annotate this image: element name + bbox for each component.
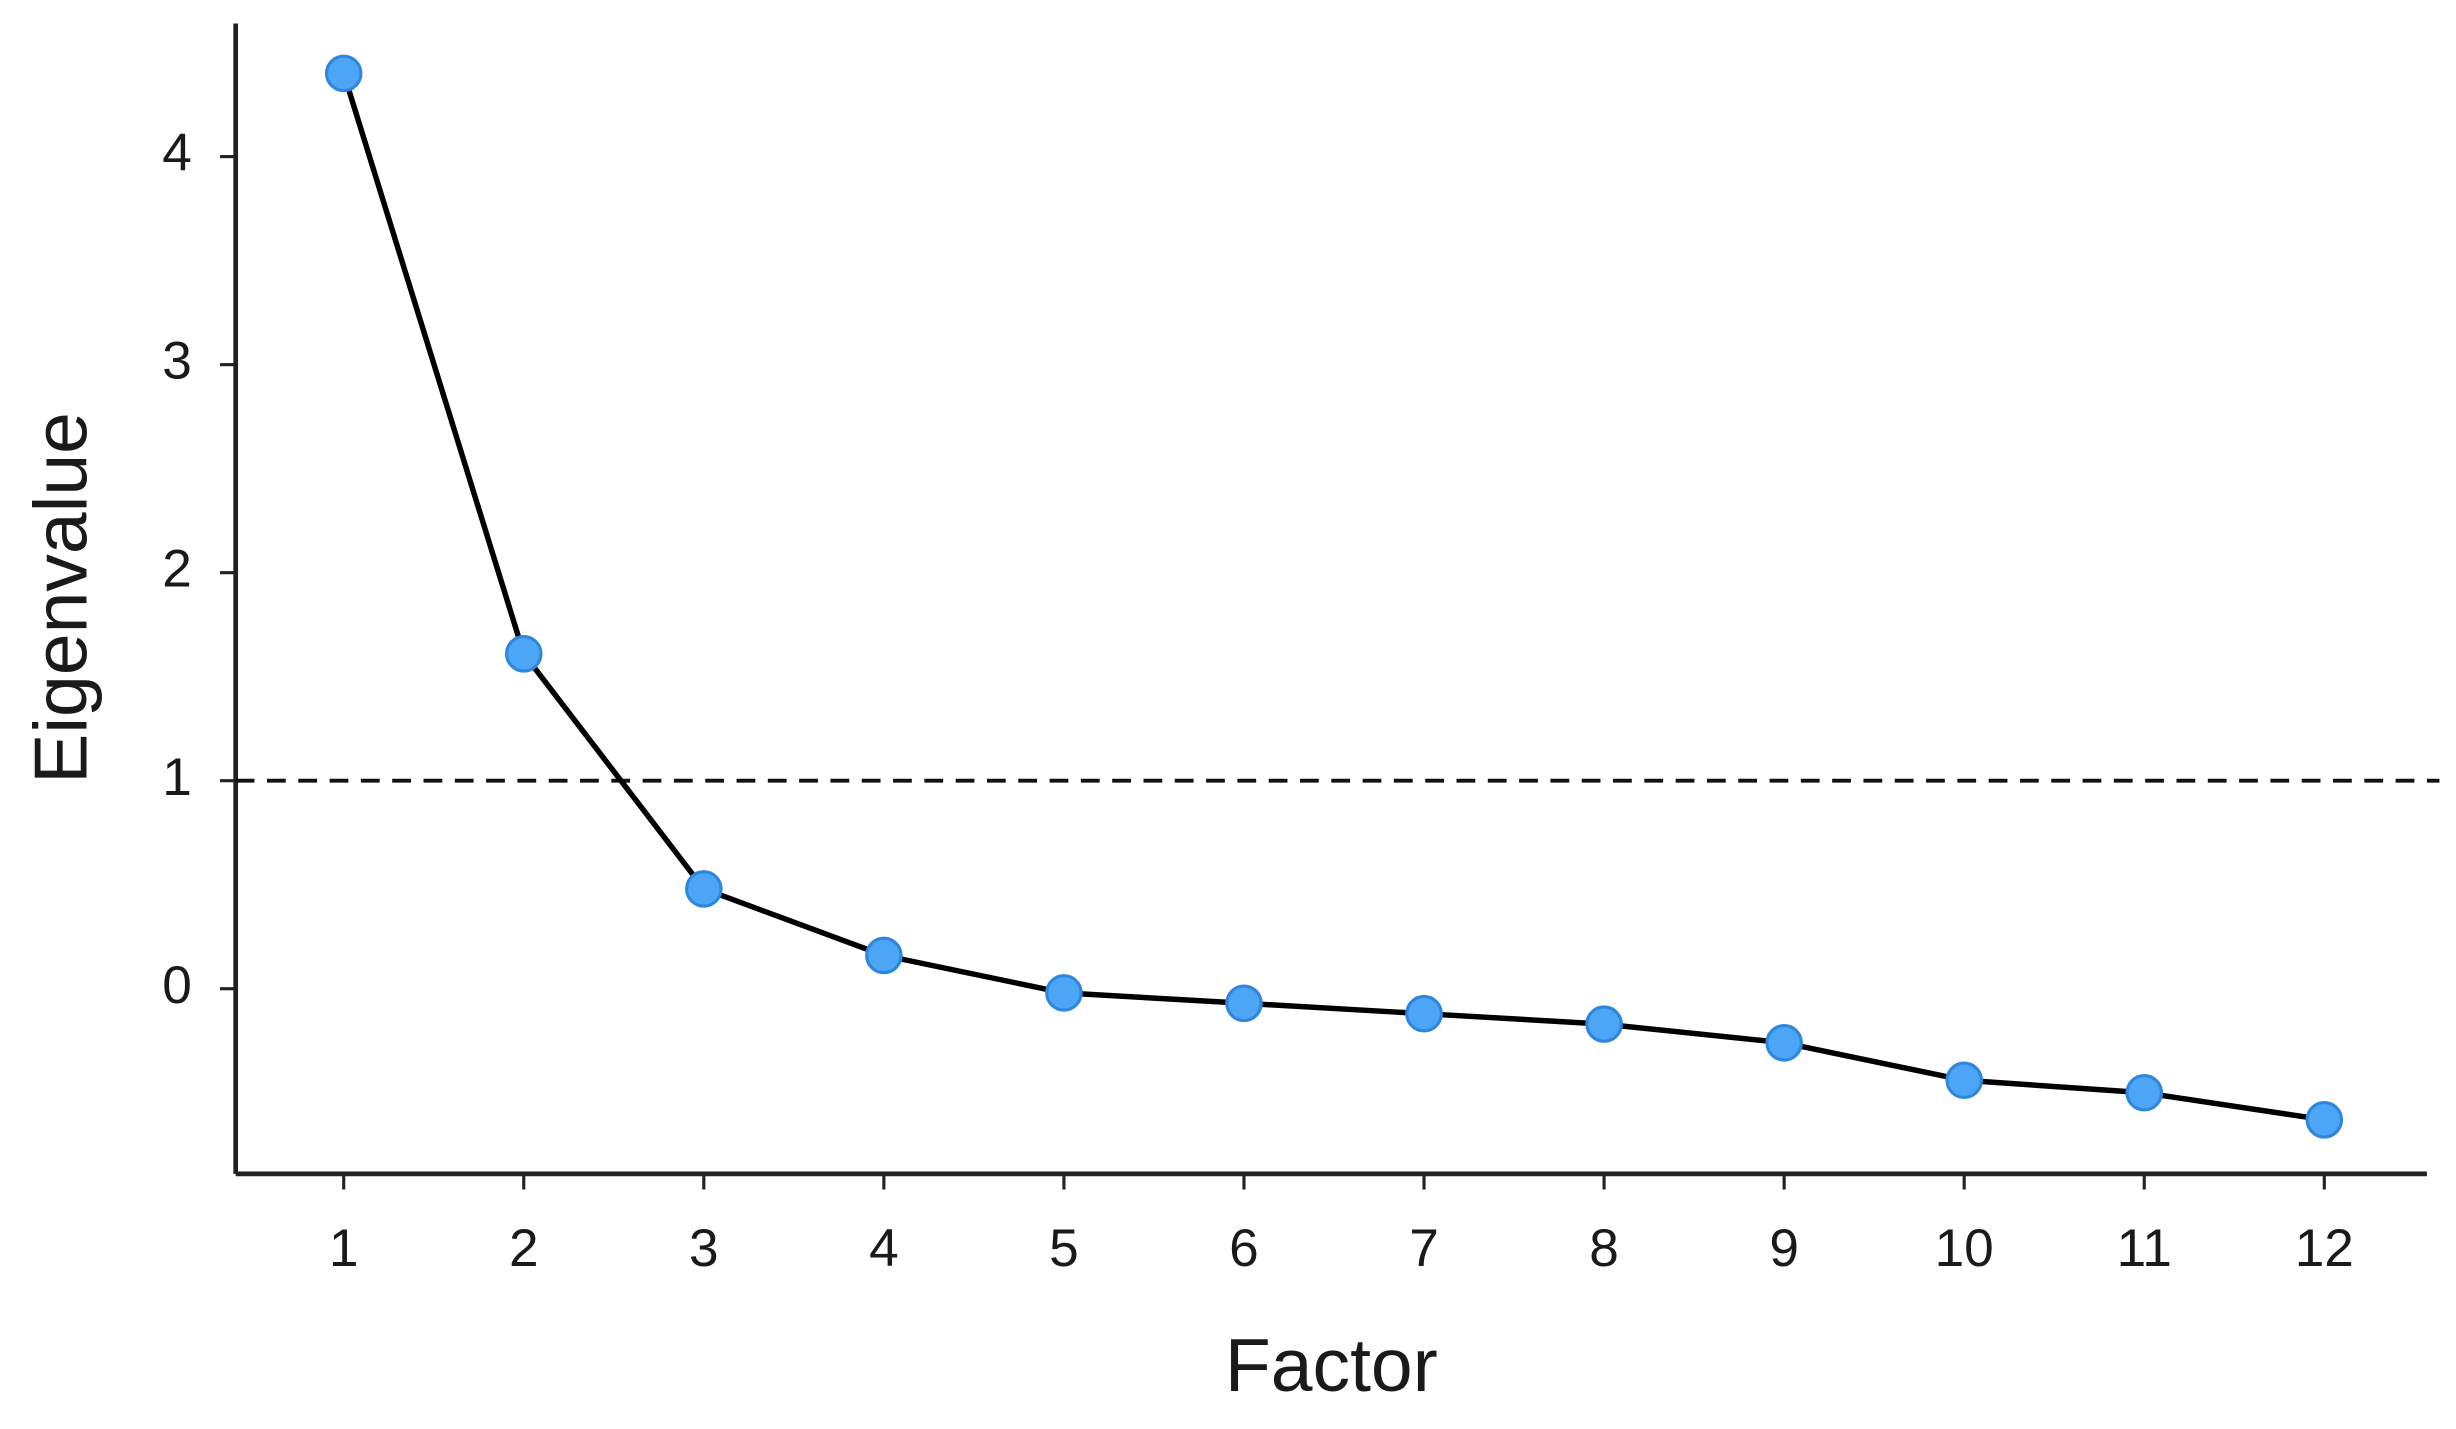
x-tick-label: 8 — [1589, 1219, 1619, 1278]
data-point — [1585, 1005, 1623, 1043]
data-point — [1225, 984, 1263, 1023]
data-point — [1045, 974, 1083, 1012]
data-point — [324, 54, 363, 93]
x-tick-label: 2 — [509, 1219, 539, 1278]
y-tick-label: 1 — [162, 748, 192, 807]
x-tick-label: 1 — [329, 1219, 359, 1278]
data-point — [685, 870, 723, 908]
x-tick-label: 4 — [869, 1219, 899, 1278]
data-point — [504, 635, 543, 673]
x-tick-label: 5 — [1049, 1219, 1079, 1278]
x-tick-label: 12 — [2295, 1219, 2354, 1278]
x-tick-label: 10 — [1935, 1219, 1994, 1278]
y-tick-label: 3 — [162, 332, 192, 391]
data-point — [1405, 994, 1443, 1033]
y-tick-label: 0 — [162, 956, 192, 1015]
data-point — [1945, 1061, 1983, 1100]
series-line — [341, 72, 2325, 1123]
x-axis-title: Factor — [1225, 1323, 1438, 1407]
y-tick-label: 2 — [162, 540, 192, 599]
data-point — [2305, 1101, 2344, 1139]
x-tick-label: 7 — [1409, 1219, 1439, 1278]
data-point — [865, 936, 903, 975]
x-tick-label: 3 — [689, 1219, 719, 1278]
x-tick-label: 11 — [2117, 1219, 2172, 1278]
y-tick-label: 4 — [162, 124, 192, 183]
data-point — [1765, 1024, 1803, 1062]
x-tick-label: 6 — [1229, 1219, 1259, 1278]
y-axis-title: Eigenvalue — [18, 412, 102, 784]
data-point — [2125, 1073, 2164, 1112]
x-tick-label: 9 — [1769, 1219, 1799, 1278]
